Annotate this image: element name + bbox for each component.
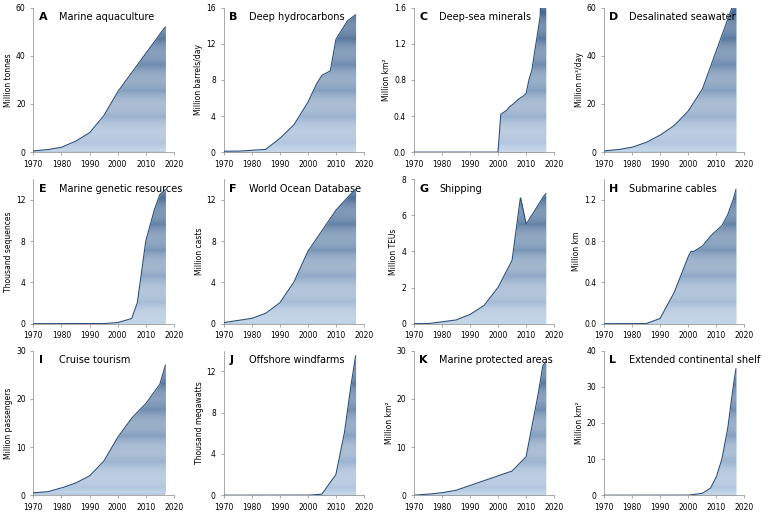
Y-axis label: Million km²: Million km²	[384, 402, 393, 444]
Text: J: J	[229, 355, 233, 365]
Text: F: F	[229, 184, 237, 194]
Y-axis label: Million km²: Million km²	[574, 402, 584, 444]
Y-axis label: Million km²: Million km²	[382, 59, 391, 101]
Text: Marine protected areas: Marine protected areas	[439, 355, 553, 365]
Text: Marine aquaculture: Marine aquaculture	[59, 12, 154, 22]
Y-axis label: Million passengers: Million passengers	[4, 388, 13, 459]
Text: I: I	[39, 355, 43, 365]
Text: Cruise tourism: Cruise tourism	[59, 355, 130, 365]
Y-axis label: Thousand sequences: Thousand sequences	[5, 211, 13, 292]
Text: D: D	[609, 12, 618, 22]
Text: G: G	[419, 184, 428, 194]
Text: Offshore windfarms: Offshore windfarms	[249, 355, 344, 365]
Y-axis label: Million m³/day: Million m³/day	[574, 53, 584, 107]
Y-axis label: Thousand megawatts: Thousand megawatts	[195, 382, 203, 464]
Text: World Ocean Database: World Ocean Database	[249, 184, 361, 194]
Text: Deep hydrocarbons: Deep hydrocarbons	[249, 12, 345, 22]
Text: C: C	[419, 12, 427, 22]
Y-axis label: Million km: Million km	[572, 232, 581, 271]
Text: B: B	[229, 12, 237, 22]
Text: K: K	[419, 355, 427, 365]
Text: Deep-sea minerals: Deep-sea minerals	[439, 12, 531, 22]
Text: E: E	[39, 184, 46, 194]
Text: A: A	[39, 12, 48, 22]
Y-axis label: Million casts: Million casts	[195, 228, 203, 275]
Text: Shipping: Shipping	[439, 184, 482, 194]
Text: Desalinated seawater: Desalinated seawater	[629, 12, 736, 22]
Text: Marine genetic resources: Marine genetic resources	[59, 184, 182, 194]
Text: Submarine cables: Submarine cables	[629, 184, 717, 194]
Y-axis label: Million TEUs: Million TEUs	[390, 228, 398, 275]
Text: L: L	[609, 355, 617, 365]
Y-axis label: Million barrels/day: Million barrels/day	[195, 44, 203, 116]
Text: Extended continental shelf: Extended continental shelf	[629, 355, 761, 365]
Text: H: H	[609, 184, 618, 194]
Y-axis label: Million tonnes: Million tonnes	[4, 53, 13, 107]
